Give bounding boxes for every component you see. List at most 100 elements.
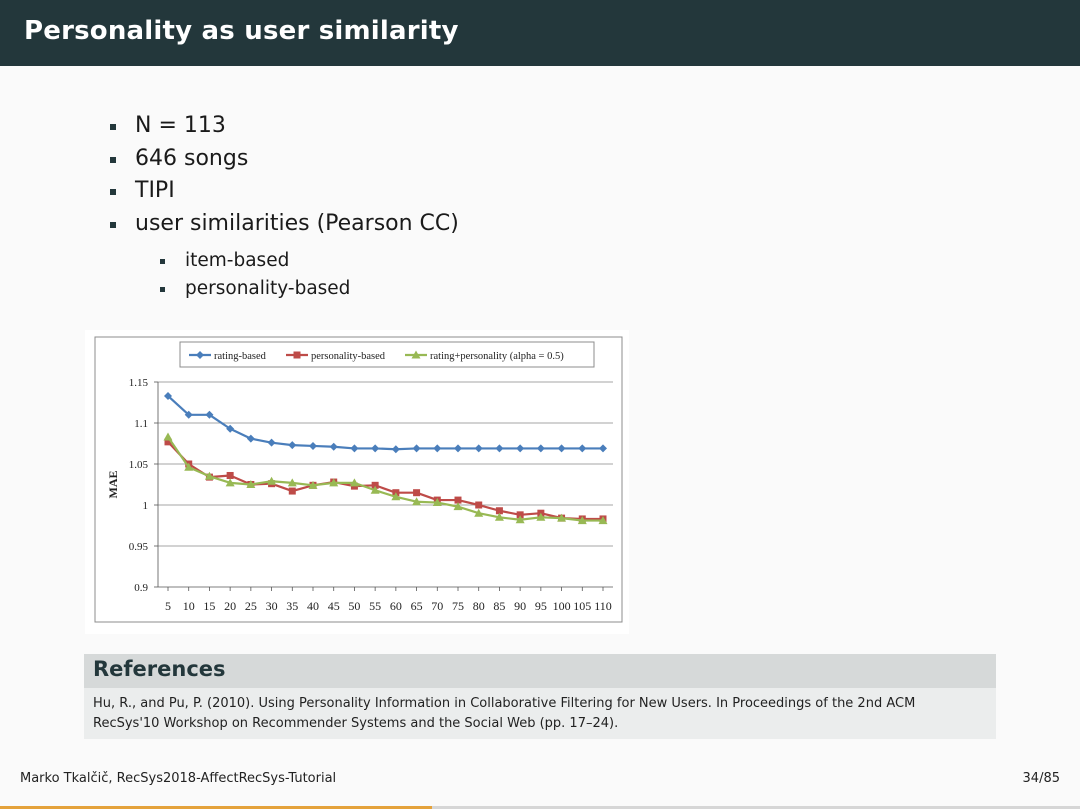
bullet-text: user similarities (Pearson CC) bbox=[135, 210, 459, 236]
series-line bbox=[167, 395, 603, 451]
data-point bbox=[578, 444, 587, 453]
data-point bbox=[557, 444, 566, 453]
y-tick-label: 1.1 bbox=[134, 418, 148, 430]
data-point bbox=[495, 507, 503, 515]
bullet-text: 646 songs bbox=[135, 145, 249, 171]
data-point bbox=[371, 481, 379, 489]
progress-bar-fill bbox=[0, 806, 432, 809]
x-tick-label: 60 bbox=[390, 599, 402, 613]
bullet-text: TIPI bbox=[135, 178, 175, 203]
data-point bbox=[516, 511, 524, 519]
data-point bbox=[163, 432, 173, 441]
x-tick-label: 20 bbox=[224, 599, 236, 613]
bullet-square-icon bbox=[110, 156, 116, 163]
data-point bbox=[557, 513, 567, 522]
x-tick-label: 5 bbox=[165, 599, 171, 613]
x-tick-label: 30 bbox=[266, 599, 278, 613]
footer-author: Marko Tkalčič, RecSys2018-AffectRecSys-T… bbox=[20, 771, 337, 786]
bullet-square-icon bbox=[110, 221, 116, 228]
legend-swatch-marker bbox=[293, 351, 301, 359]
data-point bbox=[308, 480, 318, 489]
x-tick-label: 50 bbox=[348, 599, 360, 613]
bullet-square-icon bbox=[160, 259, 165, 264]
data-point bbox=[495, 444, 504, 453]
data-point bbox=[184, 462, 194, 471]
data-point bbox=[432, 498, 442, 507]
data-point bbox=[267, 438, 276, 447]
x-tick-label: 100 bbox=[553, 599, 571, 613]
data-point bbox=[371, 444, 380, 453]
slide-title: Personality as user similarity bbox=[24, 16, 459, 46]
data-point bbox=[288, 487, 296, 495]
progress-bar bbox=[0, 806, 1080, 809]
x-tick-label: 55 bbox=[369, 599, 381, 613]
y-tick-label: 1 bbox=[143, 500, 149, 512]
x-tick-label: 90 bbox=[514, 599, 526, 613]
data-point bbox=[164, 391, 172, 400]
data-point bbox=[516, 444, 525, 453]
sub-bullet-text: personality-based bbox=[185, 278, 351, 299]
references-body: Hu, R., and Pu, P. (2010). Using Persona… bbox=[84, 688, 996, 739]
data-point bbox=[474, 444, 483, 453]
x-tick-label: 70 bbox=[431, 599, 443, 613]
x-tick-label: 65 bbox=[411, 599, 423, 613]
x-tick-label: 45 bbox=[328, 599, 340, 613]
data-point bbox=[226, 471, 234, 479]
references-header: References bbox=[84, 654, 996, 688]
x-tick-label: 80 bbox=[473, 599, 485, 613]
legend-label: rating-based bbox=[214, 351, 267, 362]
chart-frame bbox=[94, 336, 623, 623]
bullet-item: N = 113 bbox=[108, 110, 459, 143]
y-axis-label: MAE bbox=[106, 471, 120, 499]
x-tick-label: 95 bbox=[535, 599, 547, 613]
data-point bbox=[412, 497, 422, 506]
mae-line-chart: 0.9 0.95 1 1.05 1.1 1.15 5 10 15 20 25 30 35 40 45 50 55… bbox=[94, 336, 623, 623]
x-tick-label: 105 bbox=[573, 599, 591, 613]
data-point bbox=[413, 489, 421, 497]
data-point bbox=[454, 444, 462, 453]
data-point bbox=[267, 476, 277, 485]
data-point bbox=[412, 444, 421, 453]
y-tick-label: 1.15 bbox=[129, 377, 149, 389]
data-point bbox=[246, 434, 255, 443]
sub-bullet-item: personality-based bbox=[158, 275, 350, 303]
x-tick-label: 40 bbox=[307, 599, 319, 613]
legend-label: personality-based bbox=[311, 351, 386, 362]
bullet-square-icon bbox=[110, 124, 116, 130]
data-point bbox=[515, 515, 525, 524]
legend-box bbox=[179, 341, 595, 368]
bullet-list: N = 113 646 songs TIPI user similarities… bbox=[108, 110, 459, 240]
data-point bbox=[475, 501, 483, 509]
data-point bbox=[349, 478, 359, 487]
y-tick-label: 1.05 bbox=[129, 459, 149, 471]
data-point bbox=[164, 438, 172, 446]
data-point bbox=[474, 508, 484, 517]
bullet-text: N = 113 bbox=[135, 113, 226, 138]
data-point bbox=[350, 444, 359, 453]
reference-citation: Hu, R., and Pu, P. (2010). Using Persona… bbox=[93, 696, 916, 731]
data-point bbox=[329, 442, 338, 451]
y-tick-label: 0.95 bbox=[129, 541, 149, 553]
data-point bbox=[598, 516, 608, 525]
x-tick-label: 35 bbox=[286, 599, 298, 613]
data-point bbox=[288, 441, 297, 450]
data-point bbox=[226, 424, 235, 433]
bullet-item: 646 songs bbox=[108, 143, 459, 176]
data-point bbox=[391, 445, 400, 454]
data-point bbox=[204, 471, 214, 480]
page-number: 34/85 bbox=[1022, 771, 1060, 786]
data-point bbox=[577, 516, 587, 525]
data-point bbox=[329, 478, 339, 487]
legend-swatch-marker bbox=[196, 351, 204, 359]
data-point bbox=[287, 478, 297, 487]
sub-bullet-text: item-based bbox=[185, 250, 290, 271]
sub-bullet-list: item-based personality-based bbox=[158, 247, 350, 303]
title-bar: Personality as user similarity bbox=[0, 0, 1080, 66]
bullet-item: user similarities (Pearson CC) bbox=[108, 208, 459, 241]
data-point bbox=[370, 485, 380, 494]
legend-swatch-marker bbox=[411, 350, 421, 359]
y-tick-label: 0.9 bbox=[134, 582, 148, 594]
x-tick-label: 85 bbox=[493, 599, 505, 613]
x-tick-label: 75 bbox=[452, 599, 464, 613]
data-point bbox=[599, 444, 607, 453]
